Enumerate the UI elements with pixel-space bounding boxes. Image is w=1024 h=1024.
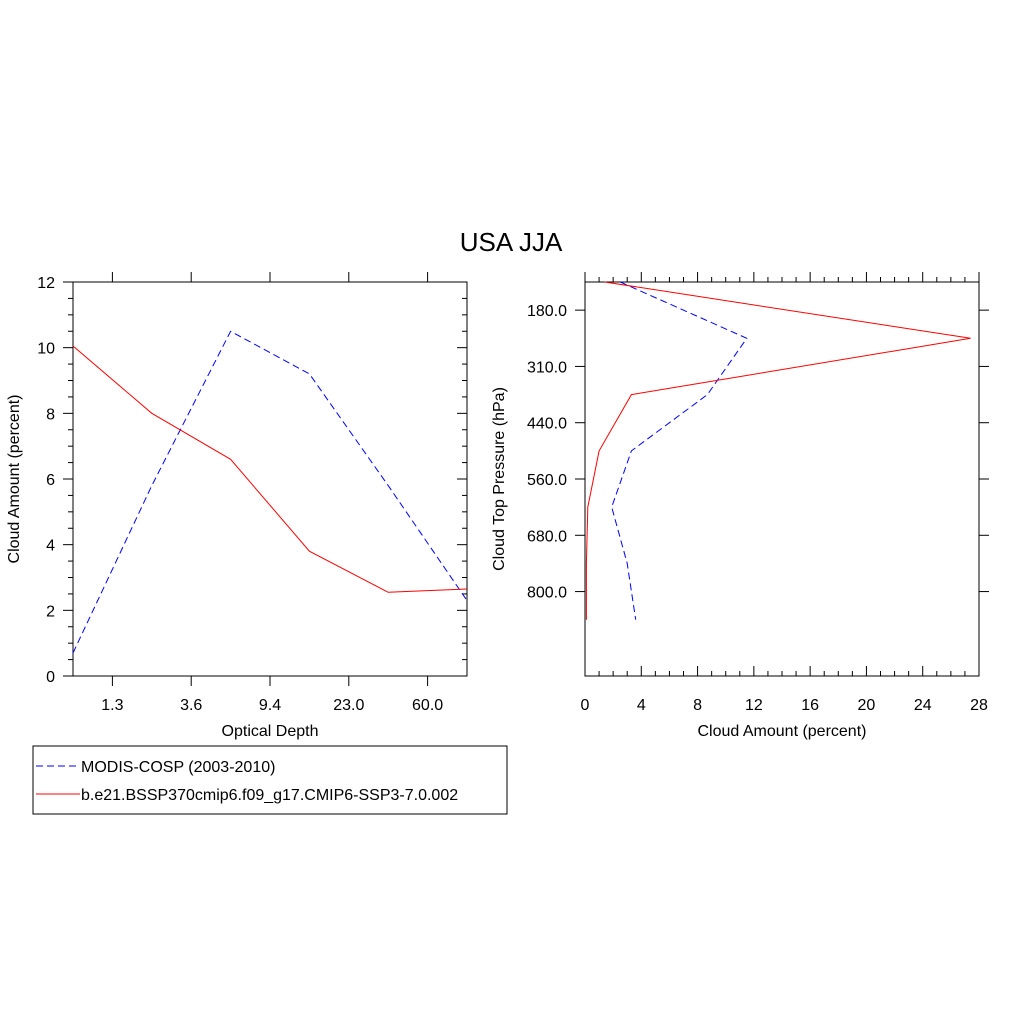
legend-label-model: b.e21.BSSP370cmip6.f09_g17.CMIP6-SSP3-7.…	[81, 787, 458, 804]
right-series-modis	[611, 281, 748, 620]
right-x-tick-label: 24	[914, 697, 932, 714]
right-series-lines	[585, 281, 971, 620]
left-series-model	[72, 345, 468, 593]
left-y-tick-label: 0	[46, 669, 55, 686]
right-y-axis-label: Cloud Top Pressure (hPa)	[491, 387, 508, 571]
left-x-axis-label: Optical Depth	[222, 723, 319, 740]
right-x-axis-label: Cloud Amount (percent)	[698, 723, 867, 740]
left-x-tick-label: 23.0	[333, 697, 364, 714]
right-y-tick-label: 180.0	[527, 303, 567, 320]
right-plot-frame	[584, 281, 980, 677]
left-series-lines	[72, 330, 468, 654]
optical-depth-chart: 0 2 4 6 8 10 12 1.3 3.6 9.4 23.0 60.0 Optical Depth…	[6, 272, 468, 740]
right-x-tick-label: 8	[693, 697, 702, 714]
right-x-tick-label: 4	[637, 697, 646, 714]
left-x-tick-label: 9.4	[259, 697, 281, 714]
left-y-tick-label: 6	[46, 472, 55, 489]
right-x-tick-label: 16	[801, 697, 819, 714]
cloud-top-pressure-chart: 0 4 8 12 16 20 24 28 180.0 310.0 440.0 560.0 680.0 80…	[491, 272, 989, 740]
left-x-tick-label: 1.3	[101, 697, 123, 714]
left-y-tick-label: 2	[46, 603, 55, 620]
right-x-tick-label: 12	[745, 697, 763, 714]
left-y-tick-label: 10	[37, 341, 55, 358]
left-x-tick-label: 60.0	[412, 697, 443, 714]
right-y-tick-label: 560.0	[527, 472, 567, 489]
chart-title: USA JJA	[460, 227, 563, 257]
left-y-tick-label: 12	[37, 275, 55, 292]
left-x-tick-label: 3.6	[180, 697, 202, 714]
right-y-tick-label: 440.0	[527, 416, 567, 433]
right-x-tick-label: 20	[858, 697, 876, 714]
left-y-tick-label: 8	[46, 406, 55, 423]
left-plot-frame	[72, 281, 468, 677]
left-y-axis-label: Cloud Amount (percent)	[6, 395, 23, 564]
right-x-tick-label: 0	[581, 697, 590, 714]
left-series-modis	[72, 330, 468, 654]
left-y-tick-label: 4	[46, 538, 55, 555]
right-y-tick-label: 800.0	[527, 585, 567, 602]
left-axis-ticks: 0 2 4 6 8 10 12 1.3 3.6 9.4 23.0 60.0	[37, 272, 467, 714]
right-x-tick-label: 28	[970, 697, 988, 714]
right-y-tick-label: 680.0	[527, 528, 567, 545]
right-series-model	[585, 281, 971, 620]
right-y-tick-label: 310.0	[527, 359, 567, 376]
legend: MODIS-COSP (2003-2010) b.e21.BSSP370cmip…	[32, 745, 508, 815]
legend-box	[32, 745, 508, 815]
legend-label-modis: MODIS-COSP (2003-2010)	[81, 759, 275, 776]
right-axis-ticks: 0 4 8 12 16 20 24 28 180.0 310.0 440.0 560.0 680.0 80…	[527, 272, 989, 714]
